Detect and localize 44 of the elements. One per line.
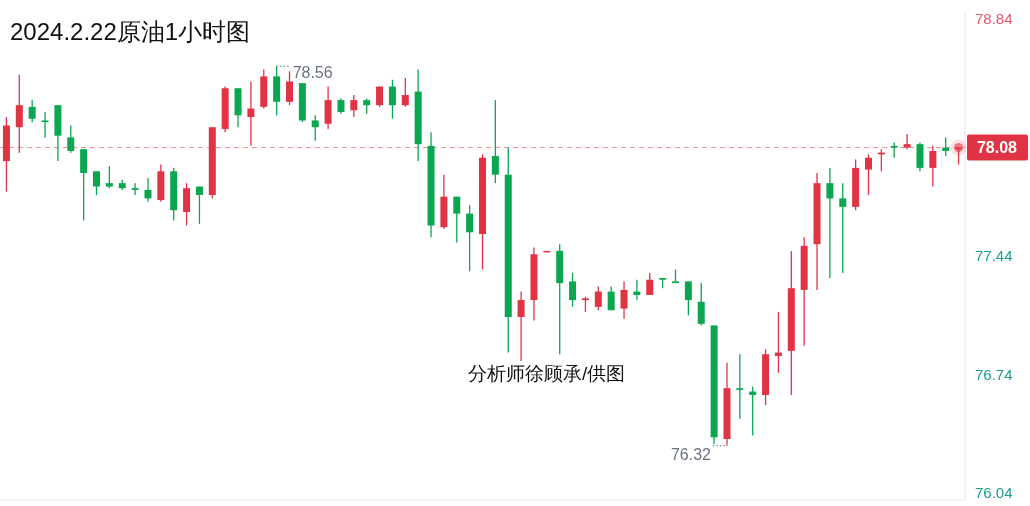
candlestick: [80, 148, 88, 222]
candlestick: [388, 79, 396, 120]
y-tick-label: 78.84: [975, 10, 1013, 28]
candlestick: [453, 196, 461, 244]
candlestick: [247, 80, 255, 147]
candlestick: [826, 167, 834, 279]
y-tick-label: 76.04: [975, 484, 1013, 502]
candlestick: [903, 133, 911, 150]
annotation: 分析师徐顾承/供图: [468, 363, 626, 384]
candlestick: [183, 182, 191, 227]
candlestick: [105, 165, 113, 189]
candlestick: [67, 124, 75, 154]
candlestick: [131, 182, 139, 196]
candlestick: [569, 272, 577, 308]
candlestick: [646, 272, 654, 296]
y-tick-label: 77.44: [975, 247, 1013, 265]
candlestick: [324, 85, 332, 130]
candlestick: [491, 99, 499, 184]
candlestick: [286, 70, 293, 106]
candlestick: [684, 280, 692, 316]
candlestick: [401, 77, 409, 108]
candlestick: [41, 111, 49, 139]
candlestick: [144, 177, 152, 203]
ref-line-label: 78.08: [976, 139, 1018, 157]
candlestick: [594, 285, 602, 311]
candlestick: [15, 74, 23, 154]
candlestick: [736, 353, 744, 420]
candlestick: [916, 141, 924, 172]
candlestick: [517, 290, 525, 362]
candlestick: [620, 280, 628, 320]
candlestick: [350, 94, 358, 118]
candlestick: [466, 204, 474, 272]
annotation: 78.56: [292, 64, 333, 82]
annotation: 76.32: [670, 445, 712, 463]
candlestick: [195, 185, 203, 225]
candlestick: [93, 170, 100, 196]
candlestick: [865, 153, 872, 196]
y-tick-label: 76.74: [975, 365, 1013, 383]
candlestick: [697, 282, 705, 327]
candlestick: [28, 99, 36, 123]
chart-title: 2024.2.22原油1小时图: [10, 18, 251, 45]
candlestick: [311, 114, 319, 142]
candlestick: [929, 145, 937, 188]
candlestick: [839, 182, 847, 274]
